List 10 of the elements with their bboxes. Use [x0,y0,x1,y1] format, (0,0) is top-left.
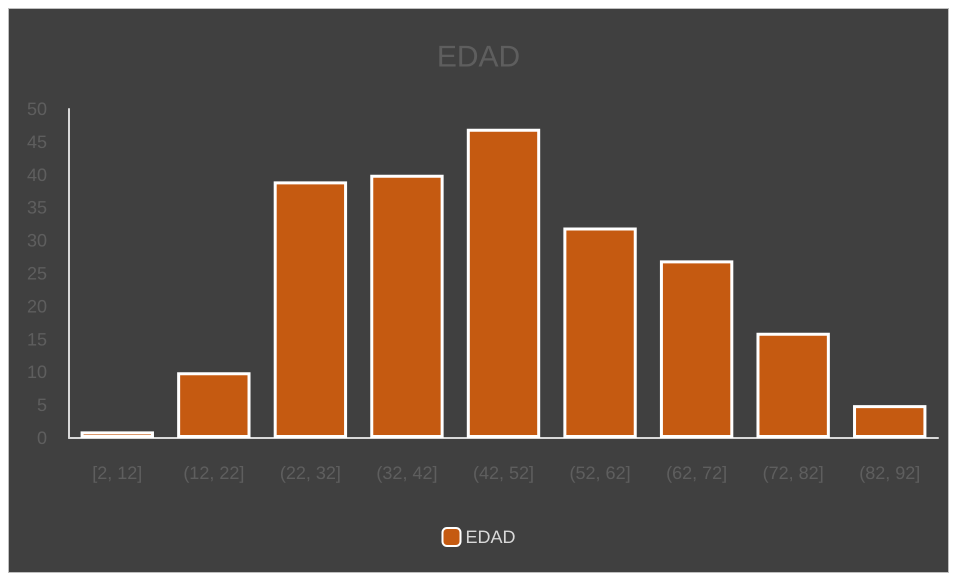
bar [177,372,251,438]
bar [274,181,348,438]
legend-label: EDAD [465,527,516,547]
bar [80,431,154,438]
bar [853,405,926,438]
bar [756,332,830,438]
bar [660,260,734,438]
bar [466,128,540,438]
bar [370,174,444,438]
bar [563,227,637,438]
